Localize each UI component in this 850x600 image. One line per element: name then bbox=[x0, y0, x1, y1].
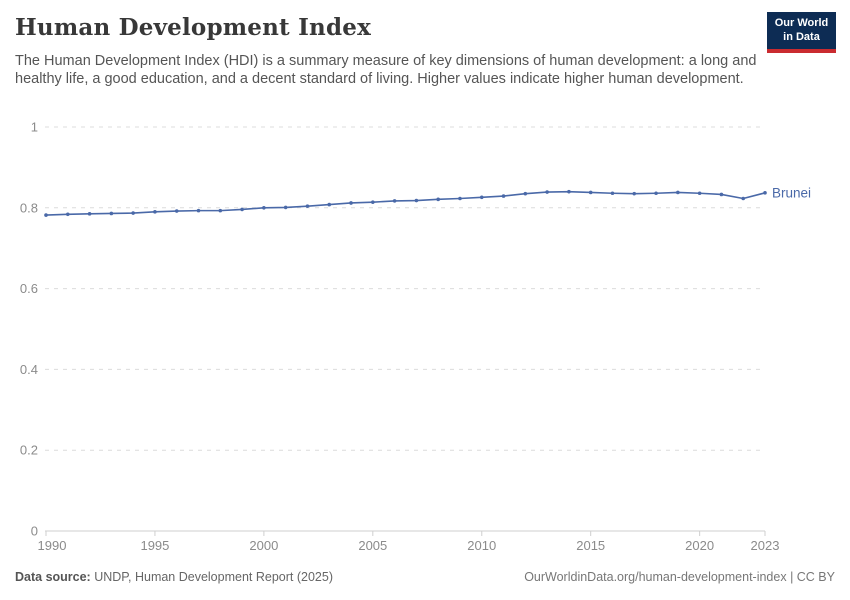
data-source-label: Data source: bbox=[15, 570, 91, 584]
x-axis-tick-label: 2020 bbox=[685, 538, 714, 553]
data-point[interactable] bbox=[697, 191, 702, 196]
data-point[interactable] bbox=[218, 208, 223, 213]
data-point[interactable] bbox=[240, 207, 244, 212]
data-point[interactable] bbox=[719, 192, 724, 197]
data-point[interactable] bbox=[654, 191, 658, 196]
data-point[interactable] bbox=[523, 191, 528, 196]
logo-line2: in Data bbox=[783, 30, 820, 43]
y-axis-tick-label: 0.6 bbox=[20, 281, 38, 296]
series-line[interactable] bbox=[45, 190, 766, 216]
data-point[interactable] bbox=[371, 200, 375, 204]
data-point[interactable] bbox=[283, 205, 288, 210]
data-point[interactable] bbox=[414, 198, 419, 203]
data-point[interactable] bbox=[131, 211, 135, 215]
data-point[interactable] bbox=[588, 190, 593, 195]
logo-line1: Our World bbox=[774, 17, 829, 29]
x-axis-tick-label: 1990 bbox=[38, 538, 67, 553]
y-axis-tick-label: 0.4 bbox=[20, 362, 38, 377]
owid-logo[interactable]: Our World in Data bbox=[767, 12, 836, 53]
data-point[interactable] bbox=[174, 209, 179, 213]
data-source: Data source: UNDP, Human Development Rep… bbox=[15, 570, 333, 584]
page-title: Human Development Index bbox=[15, 14, 371, 41]
y-axis-tick-label: 0.8 bbox=[20, 200, 38, 215]
data-point[interactable] bbox=[327, 202, 332, 207]
data-point[interactable] bbox=[741, 196, 746, 201]
data-point[interactable] bbox=[479, 195, 484, 200]
data-point[interactable] bbox=[262, 206, 266, 210]
data-point[interactable] bbox=[44, 213, 48, 217]
data-point[interactable] bbox=[436, 197, 440, 202]
data-point[interactable] bbox=[392, 199, 397, 203]
x-axis-tick-label: 2015 bbox=[576, 538, 605, 553]
data-point[interactable] bbox=[610, 191, 615, 196]
x-axis-tick-label: 2000 bbox=[249, 538, 278, 553]
data-point[interactable] bbox=[305, 204, 310, 208]
data-point[interactable] bbox=[458, 196, 462, 201]
y-axis-tick-label: 1 bbox=[31, 120, 38, 135]
chart-subtitle: The Human Development Index (HDI) is a s… bbox=[15, 53, 757, 88]
data-point[interactable] bbox=[109, 211, 114, 216]
data-point[interactable] bbox=[65, 212, 70, 217]
data-point[interactable] bbox=[153, 210, 157, 214]
x-axis-tick-label: 2010 bbox=[467, 538, 496, 553]
data-source-text: UNDP, Human Development Report (2025) bbox=[90, 570, 333, 584]
data-point[interactable] bbox=[87, 212, 92, 216]
footer-link[interactable]: OurWorldinData.org/human-development-ind… bbox=[524, 570, 835, 584]
data-point[interactable] bbox=[632, 191, 637, 196]
entity-label: Brunei bbox=[772, 185, 811, 200]
data-point[interactable] bbox=[196, 208, 201, 213]
data-point[interactable] bbox=[349, 201, 353, 205]
data-point[interactable] bbox=[763, 191, 767, 195]
y-axis-tick-label: 0 bbox=[31, 524, 38, 539]
y-axis-tick-label: 0.2 bbox=[20, 443, 38, 458]
data-point[interactable] bbox=[545, 190, 549, 194]
x-axis-tick-label: 2005 bbox=[358, 538, 387, 553]
data-point[interactable] bbox=[676, 190, 680, 195]
x-axis-tick-label: 1995 bbox=[140, 538, 169, 553]
x-axis-tick-label: 2023 bbox=[751, 538, 780, 553]
data-point[interactable] bbox=[501, 194, 506, 198]
chart-canvas[interactable]: 0 0.2 0.4 0.6 0.8 1 1990 1995 2000 2005 2010 2015 20… bbox=[0, 115, 850, 560]
data-point[interactable] bbox=[567, 189, 571, 194]
